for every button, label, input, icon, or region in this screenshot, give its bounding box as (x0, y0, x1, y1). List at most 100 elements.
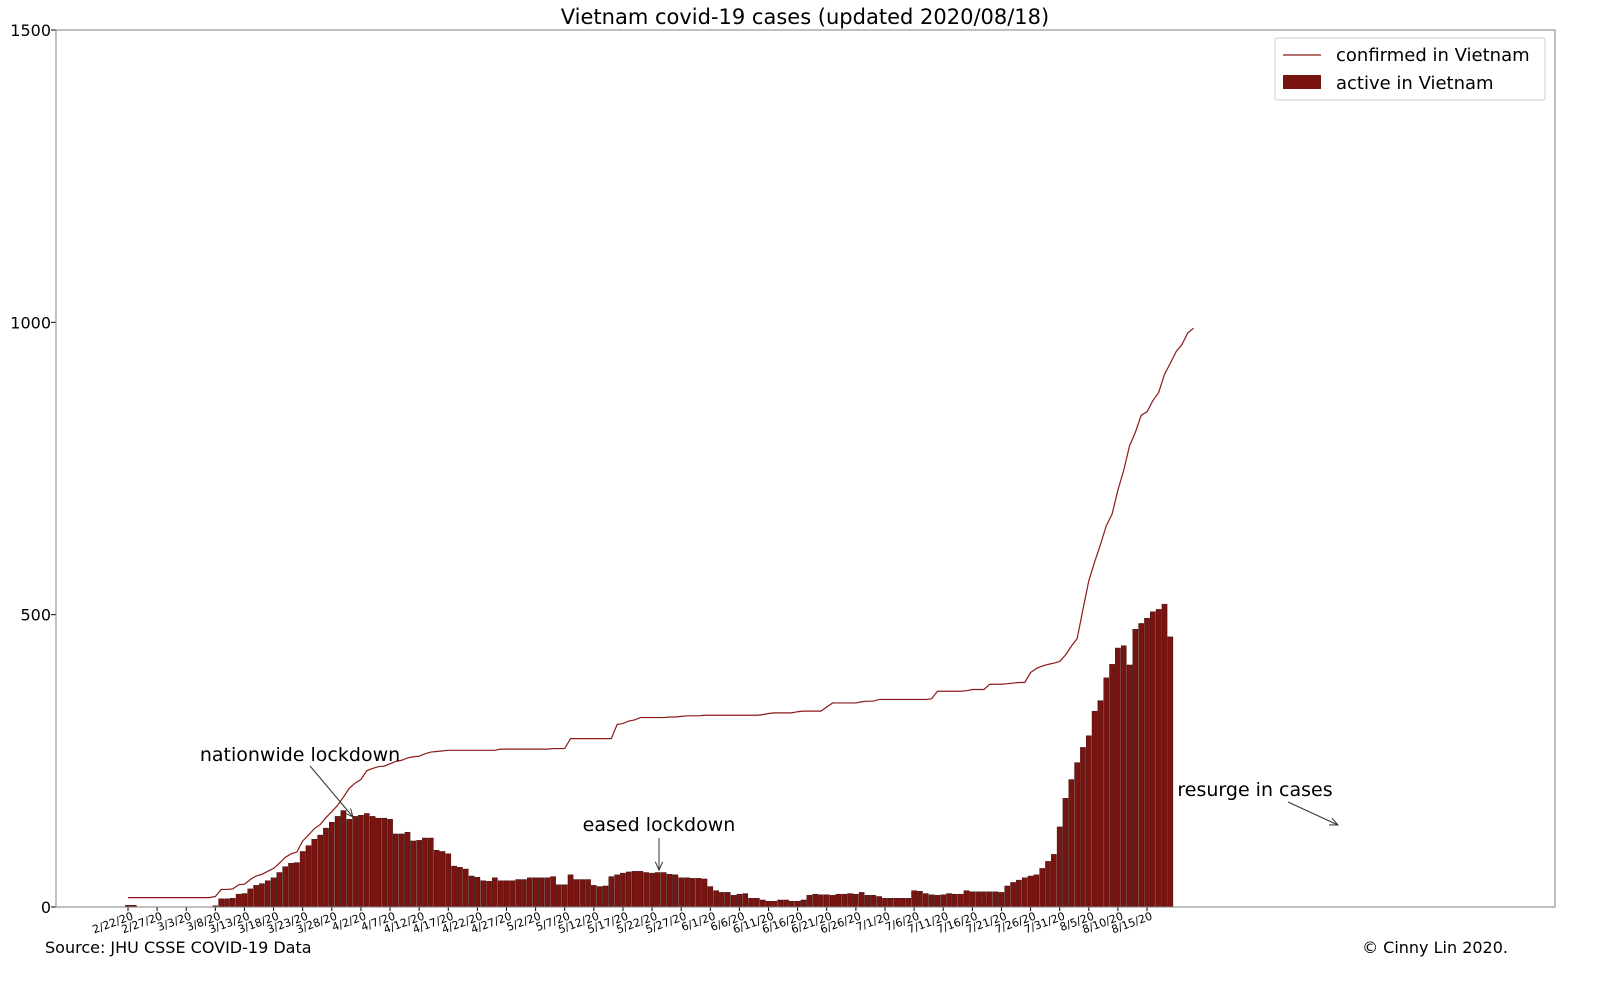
confirmed-line (128, 327, 1194, 899)
active-bar (317, 834, 323, 908)
active-bar (800, 899, 807, 908)
active-bar (550, 876, 556, 908)
active-bar (917, 891, 923, 908)
active-bar (363, 813, 370, 908)
active-bar (294, 862, 300, 908)
annotation-arrowhead (344, 808, 354, 818)
active-bar (305, 845, 312, 908)
active-bar (1161, 603, 1168, 908)
active-bar (439, 851, 446, 908)
active-bar (486, 881, 492, 908)
active-bar (1097, 700, 1104, 908)
active-bar (829, 895, 836, 908)
plot-frame (55, 29, 1556, 908)
active-bar (1010, 882, 1016, 908)
active-bar (957, 893, 964, 908)
y-tick-label: 0 (41, 898, 51, 917)
active-bar (719, 892, 725, 908)
active-bar (346, 819, 353, 908)
active-bar (375, 817, 382, 908)
active-bar (730, 895, 737, 908)
active-bar (451, 865, 457, 908)
y-tick-label: 500 (20, 606, 51, 625)
active-bar (806, 895, 813, 908)
active-bar (649, 872, 655, 908)
active-bar (934, 895, 941, 908)
active-bar (643, 872, 650, 908)
active-bar (1132, 629, 1139, 908)
legend-box (1274, 37, 1546, 101)
active-bar (1056, 826, 1063, 908)
active-bar (1167, 636, 1174, 908)
legend-bar-swatch (1283, 75, 1321, 89)
active-bar (1021, 877, 1028, 908)
active-bar (253, 885, 259, 908)
active-bar (742, 893, 749, 908)
active-bar (847, 893, 853, 908)
active-bar (247, 888, 254, 908)
legend-label-active: active in Vietnam (1336, 73, 1494, 94)
active-bar (655, 872, 661, 908)
active-bar (998, 892, 1005, 908)
active-bar (259, 883, 265, 908)
active-bar (544, 877, 551, 908)
active-bar (631, 871, 638, 908)
active-bar (759, 899, 766, 908)
active-bar (1085, 735, 1092, 908)
legend: confirmed in Vietnam active in Vietnam (1274, 37, 1546, 101)
active-bar (398, 833, 405, 908)
active-bar (532, 877, 539, 908)
active-bar (963, 890, 970, 908)
active-bar (771, 900, 778, 908)
active-bar (1103, 677, 1110, 908)
active-bar (1045, 861, 1051, 908)
active-bar (1027, 875, 1034, 908)
active-bar (492, 877, 498, 908)
active-bar (1039, 868, 1046, 908)
active-bar (264, 880, 271, 908)
active-bar (701, 878, 708, 908)
annotation-arrowhead (654, 861, 664, 872)
active-bar (928, 894, 935, 908)
active-bar (858, 892, 865, 908)
active-bar (503, 880, 510, 908)
active-bar (835, 893, 842, 908)
annotation-label: resurge in cases (1177, 779, 1332, 801)
active-bar (1144, 617, 1150, 908)
active-bar (899, 898, 906, 908)
active-bar (620, 872, 626, 908)
active-bar (678, 877, 684, 908)
active-bar (882, 898, 888, 908)
active-bar (596, 886, 603, 908)
active-bar (352, 816, 358, 908)
active-bar (713, 890, 719, 908)
active-bar (812, 893, 818, 908)
active-bar (853, 893, 859, 908)
active-bar (416, 840, 422, 908)
active-bar (579, 879, 585, 908)
active-bar (573, 879, 580, 908)
active-bar (323, 827, 329, 908)
active-bar (1115, 647, 1121, 908)
active-bar (230, 898, 236, 908)
active-bar (270, 877, 277, 908)
annotation-arrow (309, 765, 354, 818)
annotation-label: eased lockdown (583, 814, 736, 836)
y-axis: 0 500 1000 1500 (10, 21, 56, 917)
active-bar (1051, 854, 1057, 908)
active-bar (515, 879, 521, 908)
active-bar (870, 895, 877, 908)
active-bar (311, 838, 318, 908)
active-bar (276, 872, 283, 908)
chart-title: Vietnam covid-19 cases (updated 2020/08/… (561, 5, 1049, 29)
active-bar (445, 853, 452, 908)
active-bar (905, 898, 912, 908)
active-bar (1080, 747, 1086, 908)
active-bar (876, 896, 882, 908)
active-bar (911, 890, 917, 908)
active-bar (922, 893, 929, 908)
active-bar (602, 885, 609, 908)
active-bar (690, 878, 696, 908)
source-note: Source: JHU CSSE COVID-19 Data (45, 938, 312, 957)
active-bar (1126, 664, 1133, 908)
